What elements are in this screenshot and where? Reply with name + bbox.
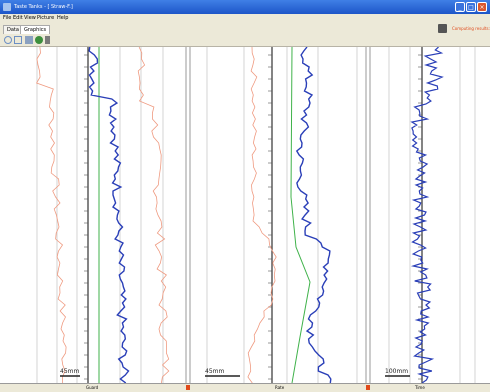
track-label-1: Guard xyxy=(86,385,99,390)
pages-icon[interactable] xyxy=(438,24,447,33)
select-icon[interactable] xyxy=(14,36,22,44)
title-bar: Taste Tanks - [ Straw-F.] _ □ × xyxy=(0,0,490,14)
menu-help[interactable]: Help xyxy=(57,15,69,21)
green-trace xyxy=(290,47,311,383)
app-icon xyxy=(3,3,11,11)
menu-view[interactable]: View xyxy=(24,15,36,21)
orange-trace xyxy=(36,47,67,383)
menu-edit[interactable]: Edit xyxy=(13,15,23,21)
menu-picture[interactable]: Picture xyxy=(37,15,55,21)
scale-bars: 45mm 45mm 100mm xyxy=(60,368,410,377)
scale-label: 100mm xyxy=(385,368,408,375)
blue-trace xyxy=(88,47,130,383)
settings-icon[interactable] xyxy=(45,36,50,44)
traces xyxy=(36,47,444,383)
print-icon[interactable] xyxy=(25,36,33,44)
scale-label: 45mm xyxy=(205,368,224,375)
tab-strip: Data Graphics Computing results: 100% xyxy=(0,23,490,39)
orange-trace xyxy=(247,47,277,383)
scale-label: 45mm xyxy=(60,368,79,375)
track-label-2: Rate xyxy=(275,385,285,390)
track-marker-2 xyxy=(366,385,370,390)
menu-file[interactable]: File xyxy=(3,15,12,21)
zoom-icon[interactable] xyxy=(4,36,12,44)
close-icon[interactable]: × xyxy=(477,2,487,12)
blue-trace xyxy=(410,47,444,383)
tab-graphics[interactable]: Graphics xyxy=(20,25,51,35)
track-label-bar: Guard Rate Time xyxy=(0,383,490,392)
menu-bar: File Edit View Picture Help xyxy=(0,14,490,23)
track-label-3: Time xyxy=(415,385,425,390)
plot-background xyxy=(0,47,490,383)
toolbar xyxy=(0,34,490,47)
window-title: Taste Tanks - [ Straw-F.] xyxy=(14,4,73,10)
minimize-icon[interactable]: _ xyxy=(455,2,465,12)
log-plot[interactable]: 45mm 45mm 100mm xyxy=(0,47,490,383)
blue-trace xyxy=(295,47,332,383)
orange-trace xyxy=(137,47,170,383)
track-marker-1 xyxy=(186,385,190,390)
refresh-icon[interactable] xyxy=(35,36,43,44)
maximize-icon[interactable]: □ xyxy=(466,2,476,12)
grid-lines xyxy=(36,47,476,383)
